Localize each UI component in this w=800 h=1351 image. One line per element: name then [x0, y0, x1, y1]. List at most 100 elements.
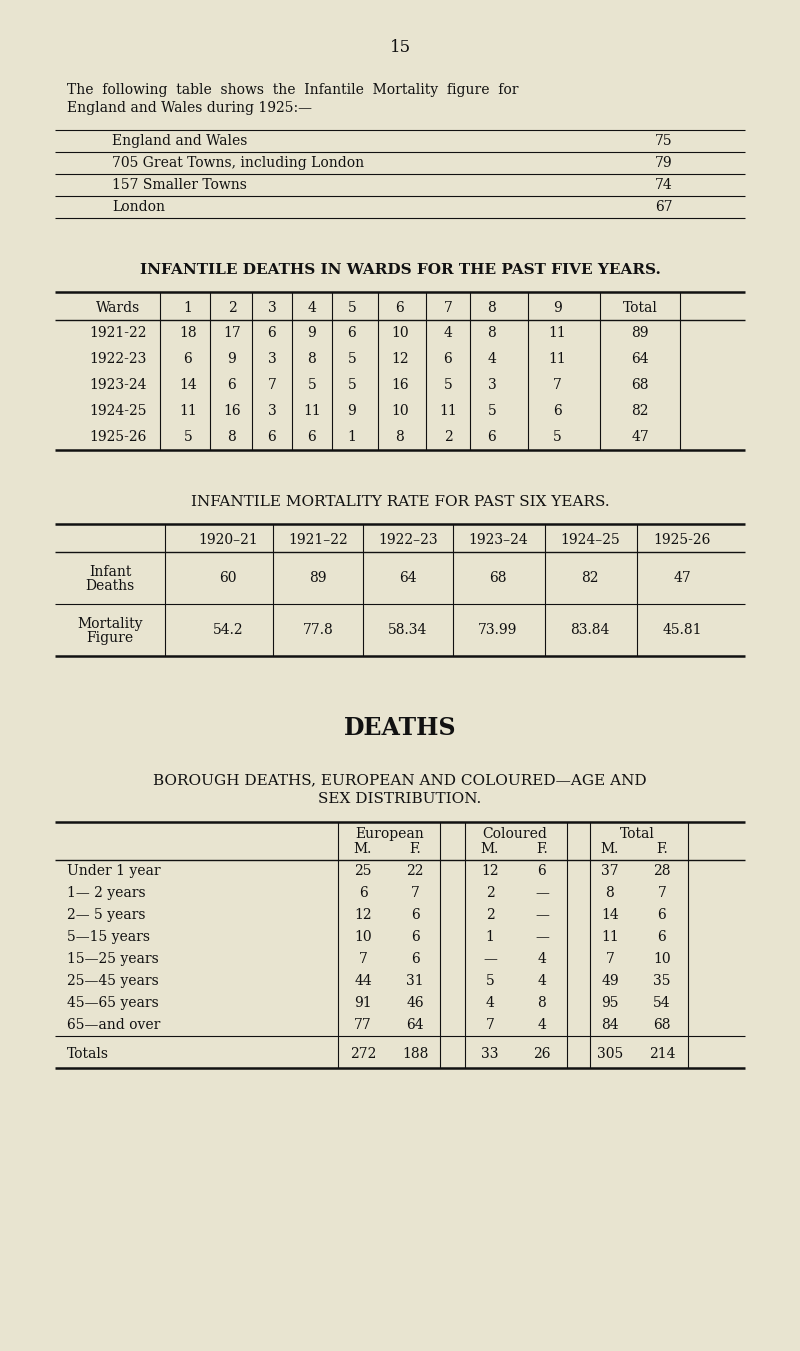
Text: 44: 44: [354, 974, 372, 988]
Text: Total: Total: [619, 827, 654, 842]
Text: 73.99: 73.99: [478, 623, 518, 638]
Text: 65—and over: 65—and over: [67, 1019, 160, 1032]
Text: 54: 54: [653, 996, 671, 1011]
Text: European: European: [356, 827, 424, 842]
Text: England and Wales: England and Wales: [112, 134, 247, 149]
Text: 7: 7: [267, 378, 277, 392]
Text: 8: 8: [228, 430, 236, 444]
Text: 54.2: 54.2: [213, 623, 243, 638]
Text: Infant: Infant: [89, 565, 131, 580]
Text: 11: 11: [548, 353, 566, 366]
Text: 1922-23: 1922-23: [90, 353, 146, 366]
Text: 68: 68: [490, 571, 506, 585]
Text: 10: 10: [391, 404, 409, 417]
Text: 75: 75: [655, 134, 673, 149]
Text: 6: 6: [538, 865, 546, 878]
Text: 3: 3: [488, 378, 496, 392]
Text: 11: 11: [548, 326, 566, 340]
Text: 1925-26: 1925-26: [90, 430, 146, 444]
Text: 6: 6: [396, 301, 404, 315]
Text: 16: 16: [223, 404, 241, 417]
Text: —: —: [535, 886, 549, 900]
Text: 22: 22: [406, 865, 424, 878]
Text: 305: 305: [597, 1047, 623, 1061]
Text: Coloured: Coloured: [482, 827, 547, 842]
Text: 5: 5: [348, 378, 356, 392]
Text: 47: 47: [673, 571, 691, 585]
Text: 10: 10: [354, 929, 372, 944]
Text: 6: 6: [268, 430, 276, 444]
Text: 79: 79: [655, 155, 673, 170]
Text: M.: M.: [354, 842, 372, 857]
Text: 10: 10: [391, 326, 409, 340]
Text: 4: 4: [538, 1019, 546, 1032]
Text: 1920–21: 1920–21: [198, 534, 258, 547]
Text: 4: 4: [443, 326, 453, 340]
Text: 5: 5: [488, 404, 496, 417]
Text: 18: 18: [179, 326, 197, 340]
Text: 15—25 years: 15—25 years: [67, 952, 158, 966]
Text: England and Wales during 1925:—: England and Wales during 1925:—: [67, 101, 312, 115]
Text: 77: 77: [354, 1019, 372, 1032]
Text: 5—15 years: 5—15 years: [67, 929, 150, 944]
Text: The  following  table  shows  the  Infantile  Mortality  figure  for: The following table shows the Infantile …: [67, 82, 518, 97]
Text: 6: 6: [410, 908, 419, 921]
Text: F.: F.: [536, 842, 548, 857]
Text: 7: 7: [410, 886, 419, 900]
Text: 6: 6: [184, 353, 192, 366]
Text: 95: 95: [602, 996, 618, 1011]
Text: 11: 11: [601, 929, 619, 944]
Text: 6: 6: [228, 378, 236, 392]
Text: 1: 1: [183, 301, 193, 315]
Text: 64: 64: [406, 1019, 424, 1032]
Text: DEATHS: DEATHS: [344, 716, 456, 740]
Text: 4: 4: [307, 301, 317, 315]
Text: 5: 5: [184, 430, 192, 444]
Text: Totals: Totals: [67, 1047, 109, 1061]
Text: 3: 3: [268, 301, 276, 315]
Text: 5: 5: [348, 301, 356, 315]
Text: 89: 89: [631, 326, 649, 340]
Text: 82: 82: [582, 571, 598, 585]
Text: 45—65 years: 45—65 years: [67, 996, 158, 1011]
Text: 6: 6: [410, 929, 419, 944]
Text: —: —: [535, 908, 549, 921]
Text: 17: 17: [223, 326, 241, 340]
Text: 7: 7: [443, 301, 453, 315]
Text: 7: 7: [606, 952, 614, 966]
Text: 6: 6: [658, 929, 666, 944]
Text: 6: 6: [358, 886, 367, 900]
Text: 1921-22: 1921-22: [90, 326, 146, 340]
Text: 6: 6: [444, 353, 452, 366]
Text: 8: 8: [538, 996, 546, 1011]
Text: Deaths: Deaths: [86, 580, 134, 593]
Text: 8: 8: [308, 353, 316, 366]
Text: 1: 1: [486, 929, 494, 944]
Text: 37: 37: [601, 865, 619, 878]
Text: 214: 214: [649, 1047, 675, 1061]
Text: 5: 5: [486, 974, 494, 988]
Text: 7: 7: [486, 1019, 494, 1032]
Text: M.: M.: [481, 842, 499, 857]
Text: F.: F.: [409, 842, 421, 857]
Text: 6: 6: [348, 326, 356, 340]
Text: 272: 272: [350, 1047, 376, 1061]
Text: 4: 4: [486, 996, 494, 1011]
Text: 2: 2: [444, 430, 452, 444]
Text: 14: 14: [601, 908, 619, 921]
Text: 1924-25: 1924-25: [90, 404, 146, 417]
Text: 7: 7: [658, 886, 666, 900]
Text: 9: 9: [308, 326, 316, 340]
Text: 4: 4: [487, 353, 497, 366]
Text: 6: 6: [553, 404, 562, 417]
Text: 82: 82: [631, 404, 649, 417]
Text: 47: 47: [631, 430, 649, 444]
Text: 705 Great Towns, including London: 705 Great Towns, including London: [112, 155, 364, 170]
Text: 1: 1: [347, 430, 357, 444]
Text: 28: 28: [654, 865, 670, 878]
Text: 12: 12: [354, 908, 372, 921]
Text: 6: 6: [658, 908, 666, 921]
Text: 2: 2: [228, 301, 236, 315]
Text: 74: 74: [655, 178, 673, 192]
Text: 26: 26: [534, 1047, 550, 1061]
